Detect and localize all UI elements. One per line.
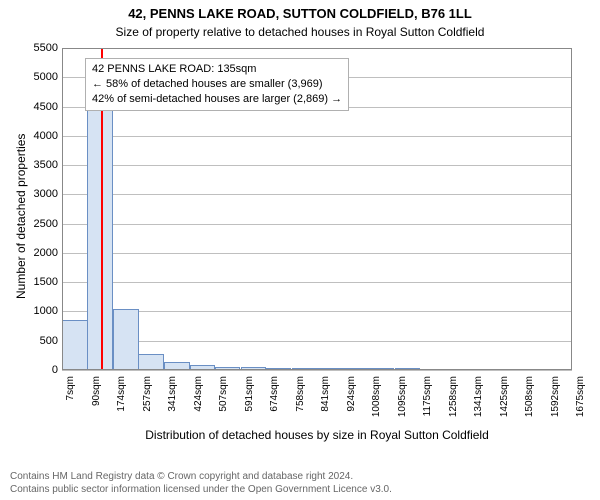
x-tick-label: 1095sqm: [397, 376, 408, 417]
gridline: [62, 370, 572, 371]
annotation-line: ← 58% of detached houses are smaller (3,…: [92, 77, 342, 92]
x-tick-label: 1008sqm: [371, 376, 382, 417]
y-tick-label: 4500: [24, 101, 58, 113]
footer: Contains HM Land Registry data © Crown c…: [0, 471, 600, 496]
annotation-line: 42% of semi-detached houses are larger (…: [92, 92, 342, 107]
footer-line: Contains public sector information licen…: [10, 484, 600, 497]
y-tick-label: 1000: [24, 305, 58, 317]
x-tick-label: 7sqm: [65, 376, 76, 400]
page-title: 42, PENNS LAKE ROAD, SUTTON COLDFIELD, B…: [0, 0, 600, 23]
y-tick-label: 5000: [24, 71, 58, 83]
footer-line: Contains HM Land Registry data © Crown c…: [10, 471, 600, 484]
x-tick-label: 424sqm: [193, 376, 204, 412]
x-tick-label: 174sqm: [116, 376, 127, 412]
page-subtitle: Size of property relative to detached ho…: [0, 23, 600, 41]
x-tick-label: 841sqm: [320, 376, 331, 412]
x-tick-label: 341sqm: [167, 376, 178, 412]
y-tick-label: 2500: [24, 218, 58, 230]
x-tick-label: 507sqm: [218, 376, 229, 412]
x-tick-label: 758sqm: [295, 376, 306, 412]
annotation-line: 42 PENNS LAKE ROAD: 135sqm: [92, 62, 342, 77]
x-tick-label: 1258sqm: [448, 376, 459, 417]
x-tick-label: 1592sqm: [550, 376, 561, 417]
x-tick-label: 1175sqm: [422, 376, 433, 416]
y-tick-label: 4000: [24, 130, 58, 142]
y-tick-label: 500: [24, 335, 58, 347]
y-tick-label: 5500: [24, 42, 58, 54]
x-tick-label: 924sqm: [346, 376, 357, 412]
y-tick-label: 3500: [24, 159, 58, 171]
x-tick-label: 1675sqm: [575, 376, 586, 417]
y-tick-label: 3000: [24, 188, 58, 200]
y-tick-label: 2000: [24, 247, 58, 259]
x-tick-label: 674sqm: [269, 376, 280, 412]
y-tick-label: 0: [24, 364, 58, 376]
x-axis-label: Distribution of detached houses by size …: [62, 428, 572, 442]
chart-annotation: 42 PENNS LAKE ROAD: 135sqm ← 58% of deta…: [85, 58, 349, 111]
x-tick-label: 1425sqm: [499, 376, 510, 417]
x-tick-label: 1341sqm: [473, 376, 484, 417]
x-tick-label: 591sqm: [244, 376, 255, 412]
y-tick-label: 1500: [24, 276, 58, 288]
x-tick-label: 257sqm: [142, 376, 153, 412]
x-tick-label: 90sqm: [91, 376, 102, 406]
x-tick-label: 1508sqm: [524, 376, 535, 417]
